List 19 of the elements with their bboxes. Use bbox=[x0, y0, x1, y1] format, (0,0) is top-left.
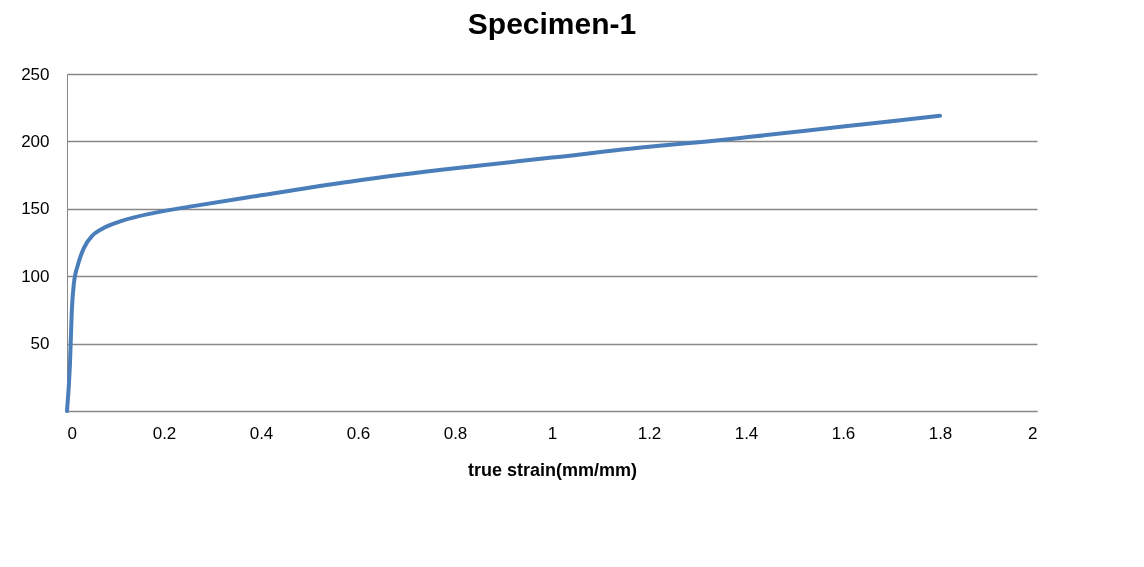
line-series bbox=[65, 113, 942, 413]
x-tick-label: 2 bbox=[1028, 423, 1038, 443]
x-axis-title: true strain(mm/mm) bbox=[467, 459, 638, 480]
x-tick-label: 1.6 bbox=[831, 423, 856, 443]
x-tick-label: 0.4 bbox=[249, 423, 274, 443]
chart-title: Specimen-1 bbox=[467, 7, 637, 40]
x-tick-label: 1 bbox=[547, 423, 558, 443]
x-tick-label: 0.6 bbox=[346, 423, 371, 443]
y-tick-label: 250 bbox=[21, 64, 50, 84]
y-tick-label: 200 bbox=[21, 131, 50, 151]
x-tick-label: 0.8 bbox=[443, 423, 468, 443]
x-tick-label: 0 bbox=[67, 423, 77, 443]
y-tick-label: 100 bbox=[21, 266, 50, 286]
x-tick-label: 1.4 bbox=[734, 423, 759, 443]
x-tick-label: 0.2 bbox=[152, 423, 177, 443]
x-tick-label: 1.2 bbox=[637, 423, 662, 443]
y-tick-label: 150 bbox=[21, 199, 50, 219]
y-tick-label: 50 bbox=[30, 334, 50, 354]
x-tick-label: 1.8 bbox=[928, 423, 953, 443]
